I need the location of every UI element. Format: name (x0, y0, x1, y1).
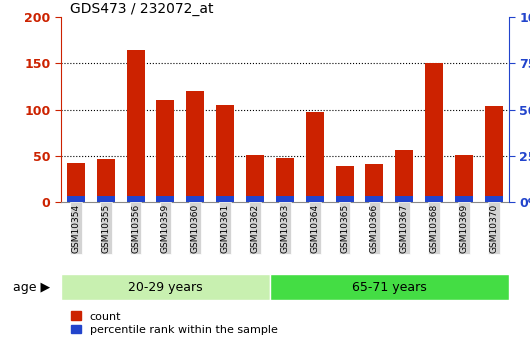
Text: GSM10359: GSM10359 (161, 204, 170, 253)
Text: GSM10369: GSM10369 (460, 204, 469, 253)
Text: GSM10366: GSM10366 (370, 204, 379, 253)
Bar (395, 150, 413, 202)
Legend: count, percentile rank within the sample: count, percentile rank within the sample (66, 307, 282, 339)
Bar (156, 100, 174, 202)
Text: GSM10362: GSM10362 (251, 204, 260, 253)
Bar (216, 196, 234, 202)
Bar (97, 159, 114, 202)
Text: age ▶: age ▶ (13, 281, 50, 294)
Text: 20-29 years: 20-29 years (128, 281, 203, 294)
Text: 65-71 years: 65-71 years (352, 281, 427, 294)
Bar (366, 196, 383, 202)
Bar (485, 196, 503, 202)
Bar (187, 91, 204, 202)
Bar (61, 274, 270, 300)
Bar (425, 196, 443, 202)
Text: GSM10363: GSM10363 (280, 204, 289, 253)
Text: GSM10355: GSM10355 (101, 204, 110, 253)
Bar (97, 196, 114, 202)
Text: GDS473 / 232072_at: GDS473 / 232072_at (70, 2, 214, 16)
Bar (127, 50, 145, 202)
Bar (216, 105, 234, 202)
Text: GSM10370: GSM10370 (489, 204, 498, 253)
Text: GSM10367: GSM10367 (400, 204, 409, 253)
Bar (366, 164, 383, 202)
Bar (335, 196, 354, 202)
Bar (485, 106, 503, 202)
Bar (276, 158, 294, 202)
Bar (67, 163, 85, 202)
Text: GSM10364: GSM10364 (310, 204, 319, 253)
Bar (276, 196, 294, 202)
Bar (187, 196, 204, 202)
Bar (127, 196, 145, 202)
Text: GSM10361: GSM10361 (220, 204, 229, 253)
Bar (246, 155, 264, 202)
Bar (246, 196, 264, 202)
Bar (156, 196, 174, 202)
Text: GSM10365: GSM10365 (340, 204, 349, 253)
Text: GSM10368: GSM10368 (430, 204, 439, 253)
Bar (395, 196, 413, 202)
Text: GSM10354: GSM10354 (72, 204, 81, 253)
Bar (455, 155, 473, 202)
Bar (425, 63, 443, 202)
Text: GSM10360: GSM10360 (191, 204, 200, 253)
Bar (67, 196, 85, 202)
Bar (306, 196, 324, 202)
Bar (306, 112, 324, 202)
Text: GSM10356: GSM10356 (131, 204, 140, 253)
Bar (455, 196, 473, 202)
Bar (335, 166, 354, 202)
Bar (270, 274, 509, 300)
